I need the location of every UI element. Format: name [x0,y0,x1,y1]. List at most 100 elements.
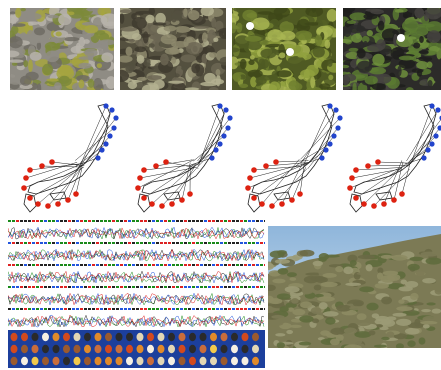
base-call [168,220,171,222]
base-call [120,220,123,222]
base-call [232,220,235,222]
base-call [160,286,163,288]
base-call [28,220,31,222]
base-call [224,264,227,266]
photo-texture [131,33,142,41]
photo-texture [319,83,331,90]
hill-texture [332,286,340,292]
photo-texture [33,27,46,36]
photo-texture [120,69,130,83]
base-call [216,242,219,244]
base-call [224,308,227,310]
photo-texture [23,60,29,68]
photo-texture [36,41,42,51]
bead [10,332,18,342]
bead [42,344,49,354]
hill-texture [268,295,274,303]
base-call [136,308,139,310]
base-call [260,220,263,222]
base-call [32,220,35,222]
base-call [180,264,183,266]
bead [126,356,133,366]
photo-texture [248,59,255,66]
base-call [248,308,251,310]
sample-point-red [23,175,29,181]
hill-texture [287,307,295,312]
hill-texture [409,256,424,262]
base-call [84,242,87,244]
base-call [12,264,15,266]
base-call [220,308,223,310]
base-call [24,286,27,288]
base-call [180,220,183,222]
sample-point-red [141,167,147,173]
photo-texture [93,78,103,90]
hill-texture [268,262,274,271]
photo-texture [76,74,90,82]
base-call [216,220,219,222]
base-call [136,220,139,222]
base-call [196,308,199,310]
photo-texture [213,37,219,43]
hill-texture [434,285,441,293]
bead [189,356,196,366]
base-call [68,264,71,266]
sample-point-red [179,197,185,203]
photo-texture [419,35,424,44]
hill-texture [334,318,349,326]
photo-texture [377,20,385,31]
sample-point-blue [337,115,343,121]
sample-point-blue [435,107,441,113]
photo-texture [120,55,133,63]
base-call [36,286,39,288]
photo-texture [416,69,423,77]
sample-point-blue [327,141,333,147]
photo-texture [131,16,147,30]
hill-texture [426,302,436,306]
photo-texture [250,76,257,88]
photo-texture [324,39,331,49]
hill-texture [376,272,384,280]
photo-texture [402,19,419,33]
base-call [8,264,11,266]
base-call [208,308,211,310]
network-edge [355,165,405,199]
japan-map-3 [245,103,343,213]
base-call [168,308,171,310]
bead [241,356,249,366]
base-call [88,242,91,244]
network-edge [57,160,83,205]
base-call [104,264,107,266]
base-call [156,286,159,288]
base-call [156,308,159,310]
network-edge [363,164,405,205]
network-edge [409,149,429,161]
base-call [136,286,139,288]
base-call [48,220,51,222]
bead [21,344,28,354]
hill-texture [379,319,396,327]
photo-texture [312,46,325,58]
hill-texture [345,282,362,287]
photo-texture [78,36,86,48]
base-call [200,286,203,288]
base-call [92,286,95,288]
hill-texture [336,304,352,312]
base-call [228,308,231,310]
network-edge [265,162,309,167]
base-call [24,242,27,244]
bead [31,344,39,354]
sample-point-red [35,201,41,207]
photo-texture [278,52,286,59]
sample-point-red [73,191,79,197]
network-edge [171,166,195,205]
base-call [8,242,11,244]
photo-texture [10,15,19,24]
sample-point-red [353,195,359,201]
base-call [52,286,55,288]
photo-texture [78,79,85,89]
base-call [108,242,111,244]
hill-texture [356,313,367,321]
network-edge [253,159,305,199]
base-call [184,264,187,266]
